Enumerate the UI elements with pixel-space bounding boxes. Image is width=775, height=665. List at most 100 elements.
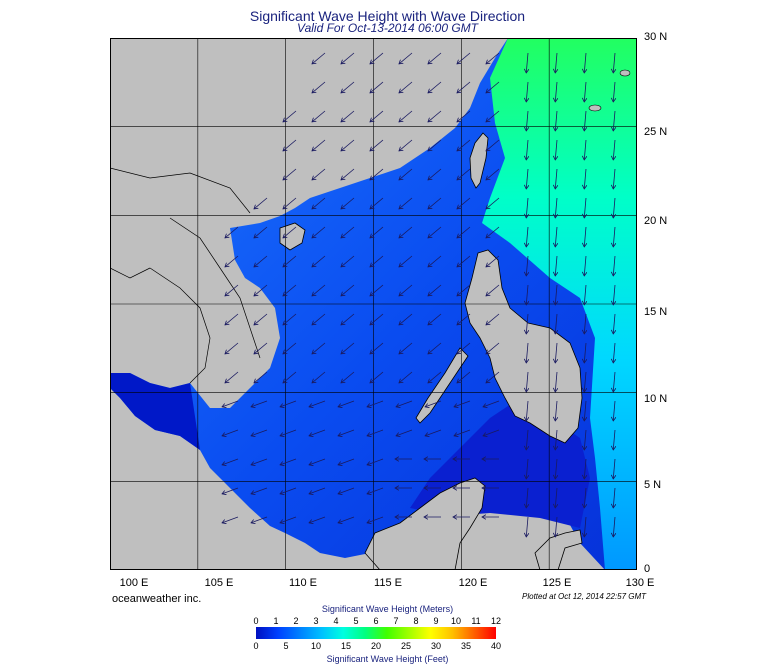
feet-tick: 15	[340, 641, 351, 651]
wave-arrow	[428, 371, 442, 383]
wave-arrow	[457, 371, 471, 383]
wave-arrow	[370, 139, 384, 151]
lat-label-25: 25 N	[644, 126, 668, 138]
wave-arrow	[399, 226, 413, 238]
wave-arrow	[613, 487, 615, 508]
wave-arrow	[584, 458, 586, 479]
wave-arrow	[457, 52, 471, 64]
wave-arrow	[526, 110, 528, 131]
wave-arrow	[526, 255, 528, 276]
wave-arrow	[251, 429, 268, 436]
wave-arrow	[225, 284, 239, 296]
wave-arrow	[399, 81, 413, 93]
wave-arrow	[457, 197, 471, 209]
wave-arrow	[370, 371, 384, 383]
wave-arrow	[225, 226, 239, 238]
wave-arrow	[251, 458, 268, 465]
wave-arrow	[526, 342, 528, 363]
meter-tick: 11	[471, 616, 481, 626]
wave-arrow	[254, 255, 268, 267]
wave-arrow	[283, 255, 297, 267]
wave-arrow	[312, 52, 326, 64]
wave-arrow	[341, 226, 355, 238]
wave-arrow	[555, 400, 557, 421]
wave-arrow	[526, 168, 528, 189]
hainan	[279, 222, 306, 251]
wave-arrow	[613, 139, 615, 160]
wave-arrow	[338, 429, 355, 436]
feet-tick: 20	[370, 641, 381, 651]
wave-arrow	[367, 516, 384, 523]
wave-arrow	[555, 371, 557, 392]
wave-arrow	[486, 52, 500, 64]
wave-arrow	[526, 458, 528, 479]
wave-arrow	[584, 371, 586, 392]
wave-arrow	[526, 313, 528, 334]
wave-arrow	[457, 110, 471, 122]
wave-arrow	[341, 197, 355, 209]
colorbar-title-meters: Significant Wave Height (Meters)	[321, 604, 454, 614]
wave-arrow	[457, 284, 471, 296]
wave-arrow	[483, 429, 500, 436]
wave-arrow	[486, 313, 500, 325]
meter-tick: 9	[433, 616, 439, 626]
lon-label-105: 105 E	[204, 577, 234, 589]
wave-arrow	[338, 458, 355, 465]
wave-arrow	[584, 168, 586, 189]
wave-arrow	[399, 255, 413, 267]
wave-arrow	[584, 284, 586, 305]
wave-arrow	[613, 458, 615, 479]
gulf-of-thailand	[110, 373, 200, 450]
wave-arrow	[555, 110, 557, 131]
wave-arrow	[280, 458, 297, 465]
wave-arrow	[457, 226, 471, 238]
wave-arrow	[225, 313, 239, 325]
wave-arrow	[341, 371, 355, 383]
wave-arrow	[341, 313, 355, 325]
wave-arrow	[613, 429, 615, 450]
wave-arrow	[280, 400, 297, 407]
feet-tick: 35	[460, 641, 471, 651]
wave-arrow	[367, 458, 384, 465]
wave-arrow	[338, 516, 355, 523]
wave-arrow	[526, 197, 528, 218]
wave-arrow	[283, 313, 297, 325]
wave-arrow	[370, 197, 384, 209]
wave-arrow	[613, 284, 615, 305]
wave-arrow	[338, 487, 355, 494]
wave-arrow	[526, 226, 528, 247]
wave-arrow	[283, 168, 297, 180]
wave-arrow	[370, 342, 384, 354]
wave-arrow	[486, 371, 500, 383]
meter-tick: 7	[393, 616, 399, 626]
wave-arrow	[312, 226, 326, 238]
wave-arrow	[526, 371, 528, 392]
wave-arrow	[341, 168, 355, 180]
wave-arrow	[222, 400, 239, 407]
lon-label-125: 125 E	[542, 577, 572, 589]
lat-lon-grid	[110, 38, 637, 570]
wave-arrow	[486, 168, 500, 180]
wave-arrow	[309, 429, 326, 436]
wave-arrow	[225, 342, 239, 354]
wave-arrow	[370, 81, 384, 93]
lat-label-0: 0	[644, 563, 651, 575]
lon-label-130: 130 E	[625, 577, 655, 589]
wave-arrow	[222, 487, 239, 494]
wave-arrow	[396, 429, 413, 436]
wave-arrow	[555, 52, 557, 73]
wave-arrow	[584, 487, 586, 508]
meter-tick: 2	[293, 616, 299, 626]
feet-tick: 40	[490, 641, 501, 651]
wave-arrow	[370, 226, 384, 238]
wave-arrow	[457, 313, 471, 325]
wave-arrow	[283, 342, 297, 354]
wave-arrow	[555, 139, 557, 160]
wave-arrow	[555, 168, 557, 189]
wave-arrow	[312, 313, 326, 325]
wave-arrow	[555, 81, 557, 102]
wave-arrow	[251, 487, 268, 494]
wave-arrow	[428, 284, 442, 296]
wave-arrow	[584, 400, 586, 421]
wave-arrow	[555, 342, 557, 363]
